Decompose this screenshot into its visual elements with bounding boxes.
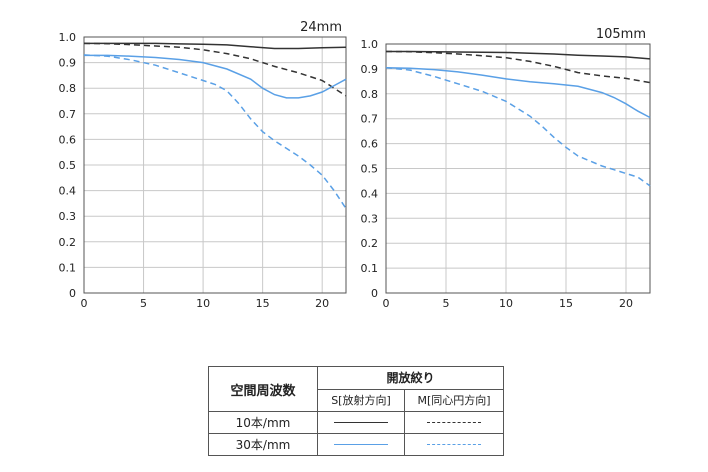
y-tick-label: 0.9 [59, 57, 77, 70]
x-tick-label: 0 [81, 297, 88, 310]
legend-row-10: 10本/mm [208, 411, 318, 434]
legend-sample-10-m [404, 411, 504, 434]
legend-group: 開放絞り [317, 366, 504, 390]
chart-title: 105mm [596, 27, 646, 42]
legend-sample-30-s [317, 433, 405, 456]
x-tick-label: 0 [383, 297, 390, 310]
plot-frame [385, 43, 651, 294]
y-tick-label: 0.8 [361, 88, 379, 101]
x-tick-label: 5 [140, 297, 147, 310]
series-line-1 [385, 50, 651, 84]
chart-title: 24mm [300, 20, 342, 35]
y-tick-label: 0.8 [59, 82, 77, 95]
series-line-3 [83, 54, 347, 209]
legend-table: 空間周波数 開放絞り S[放射方向] M[同心円方向] 10本/mm 30本/m… [208, 366, 504, 456]
mtf-charts: 0 0.1 0.2 0.3 0.4 0.5 0.6 0.7 0.8 0.9 1.0 0 5 10 15 20 2… [59, 20, 651, 310]
y-tick-label: 0.7 [59, 108, 77, 121]
y-tick-label: 0.5 [59, 159, 77, 172]
y-tick-label: 0 [69, 287, 76, 300]
y-tick-label: 0.6 [361, 138, 379, 151]
y-tick-label: 0 [371, 287, 378, 300]
y-tick-label: 0.3 [59, 210, 77, 223]
legend-header: 空間周波数 [208, 366, 318, 412]
x-tick-label: 20 [619, 297, 633, 310]
x-tick-label: 5 [443, 297, 450, 310]
series-line-0 [386, 50, 651, 60]
y-tick-label: 0.4 [59, 185, 77, 198]
series-line-2 [385, 66, 651, 119]
x-tick-label: 20 [315, 297, 329, 310]
y-tick-label: 0.7 [361, 113, 379, 126]
x-tick-label: 10 [499, 297, 513, 310]
y-tick-label: 0.5 [361, 163, 379, 176]
y-tick-label: 0.1 [361, 262, 379, 275]
solid-black-line [334, 422, 388, 423]
dashed-black-line [427, 422, 481, 423]
legend-sample-30-m [404, 433, 504, 456]
chart-panel-0: 0 0.1 0.2 0.3 0.4 0.5 0.6 0.7 0.8 0.9 1.0 0 5 10 15 20 2… [59, 20, 347, 310]
y-tick-label: 1.0 [59, 31, 77, 44]
y-tick-label: 0.4 [361, 187, 379, 200]
series-line-1 [83, 42, 347, 97]
legend-sample-10-s [317, 411, 405, 434]
y-tick-label: 0.2 [59, 236, 77, 249]
plot-frame [83, 36, 347, 294]
legend-col-m: M[同心円方向] [404, 388, 504, 412]
x-tick-label: 15 [559, 297, 573, 310]
legend-col-s: S[放射方向] [317, 388, 405, 412]
y-tick-label: 0.1 [59, 261, 77, 274]
dashed-blue-line [427, 444, 481, 445]
y-tick-label: 1.0 [361, 38, 379, 51]
y-tick-label: 0.9 [361, 63, 379, 76]
chart-panel-1: 0 0.1 0.2 0.3 0.4 0.5 0.6 0.7 0.8 0.9 1.0 0 5 10 15 20 1… [361, 27, 651, 310]
legend-row-30: 30本/mm [208, 433, 318, 456]
series-line-0 [84, 42, 347, 50]
y-tick-label: 0.2 [361, 237, 379, 250]
solid-blue-line [334, 444, 388, 445]
x-tick-label: 15 [256, 297, 270, 310]
x-tick-label: 10 [196, 297, 210, 310]
y-tick-label: 0.6 [59, 133, 77, 146]
series-line-2 [84, 54, 347, 99]
y-tick-label: 0.3 [361, 212, 379, 225]
